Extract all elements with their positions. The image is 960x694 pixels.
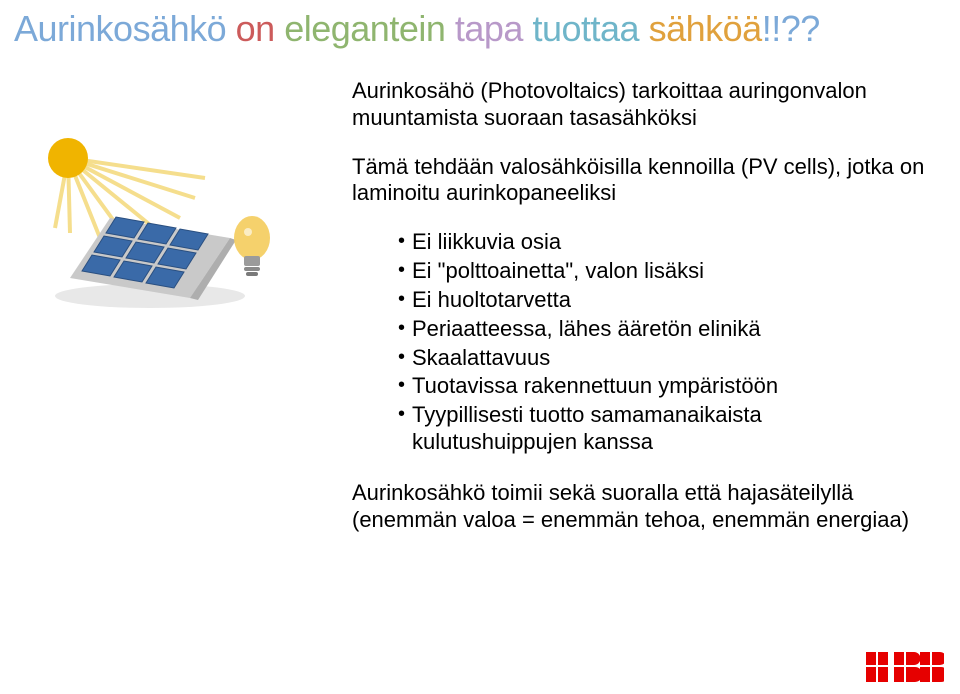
list-item: Ei huoltotarvetta	[398, 287, 932, 314]
title-word: sähköä	[649, 8, 762, 49]
title-word: !!??	[762, 8, 820, 49]
paragraph-2: Tämä tehdään valosähköisilla kennoilla (…	[352, 154, 932, 208]
slide-title: Aurinkosähkö on elegantein tapa tuottaa …	[14, 8, 820, 50]
content-area: Aurinkosähö (Photovoltaics) tarkoittaa a…	[352, 78, 932, 556]
list-item: Tuotavissa rakennettuun ympäristöön	[398, 373, 932, 400]
paragraph-1: Aurinkosähö (Photovoltaics) tarkoittaa a…	[352, 78, 932, 132]
abb-logo	[866, 652, 944, 682]
list-item: Skaalattavuus	[398, 345, 932, 372]
list-item: Ei "polttoainetta", valon lisäksi	[398, 258, 932, 285]
title-word: tuottaa	[532, 8, 639, 49]
solar-illustration	[30, 128, 290, 318]
title-word: Aurinkosähkö	[14, 8, 226, 49]
list-item: Tyypillisesti tuotto samamanaikaista kul…	[398, 402, 932, 456]
list-item: Ei liikkuvia osia	[398, 229, 932, 256]
title-word: tapa	[455, 8, 523, 49]
title-word: elegantein	[284, 8, 445, 49]
title-word: on	[236, 8, 275, 49]
bullet-list: Ei liikkuvia osia Ei "polttoainetta", va…	[398, 229, 932, 456]
paragraph-3: Aurinkosähkö toimii sekä suoralla että h…	[352, 480, 932, 534]
list-item: Periaatteessa, lähes ääretön elinikä	[398, 316, 932, 343]
